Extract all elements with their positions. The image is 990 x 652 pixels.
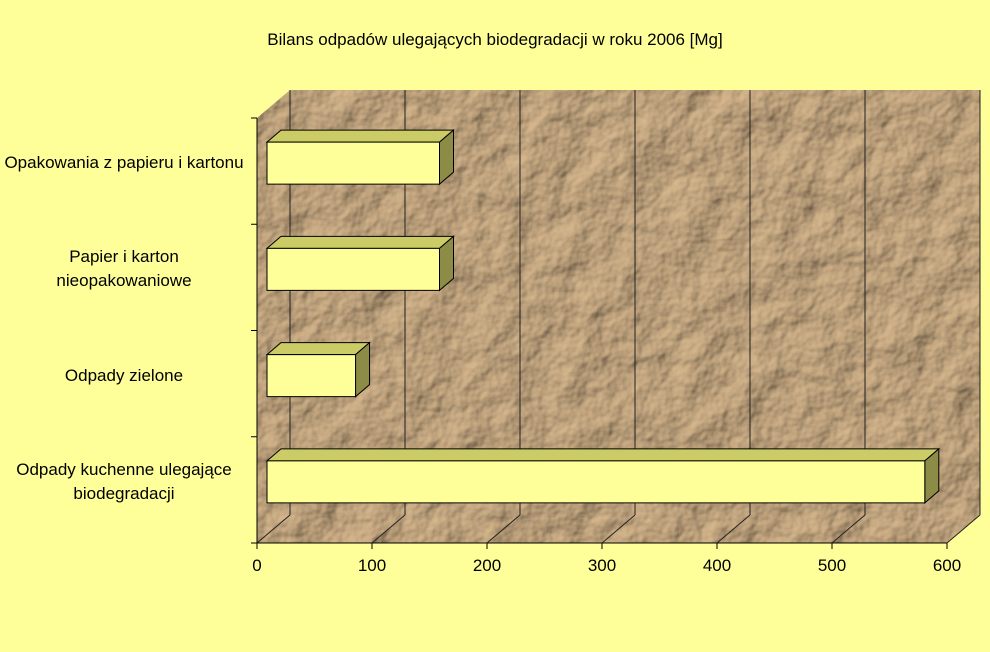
chart-title: Bilans odpadów ulegających biodegradacji… — [267, 30, 723, 49]
y-tick-label: Odpady zielone — [64, 365, 184, 385]
floor-grid-line — [831, 514, 866, 544]
side-wall — [257, 90, 290, 543]
bar — [266, 354, 357, 398]
bar — [266, 141, 440, 185]
bar — [266, 460, 926, 504]
floor-grid-line — [371, 514, 406, 544]
bar-top — [265, 448, 941, 462]
x-tick-label: 400 — [703, 556, 731, 575]
x-tick-label: 200 — [473, 556, 501, 575]
floor-grid-line — [256, 514, 291, 544]
floor-grid-line — [716, 514, 751, 544]
x-tick-label: 0 — [252, 556, 261, 575]
x-tick-label: 500 — [818, 556, 846, 575]
x-tick-label: 600 — [933, 556, 961, 575]
bar-top — [265, 129, 455, 143]
floor-grid-line — [601, 514, 636, 544]
bar-top — [265, 342, 371, 356]
bar-top — [265, 235, 455, 249]
bar — [266, 247, 440, 291]
floor-grid-line — [486, 514, 521, 544]
floor-grid-line — [946, 514, 981, 544]
y-tick-label: Odpady kuchenne ulegające biodegradacji — [16, 459, 232, 503]
y-tick-label: Papier i karton nieopakowaniowe — [56, 247, 192, 291]
y-tick-label: Opakowania z papieru i kartonu — [4, 153, 244, 173]
x-tick-label: 100 — [358, 556, 386, 575]
x-tick-label: 300 — [588, 556, 616, 575]
